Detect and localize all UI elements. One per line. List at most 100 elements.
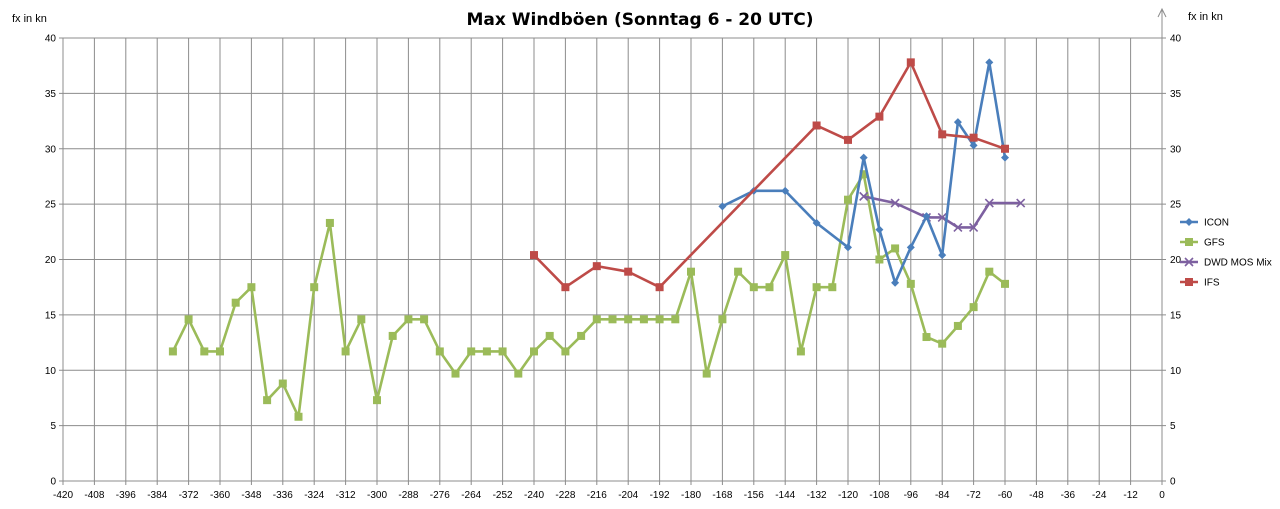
data-point-gfs	[592, 315, 601, 324]
x-tick-label: -204	[618, 490, 638, 501]
data-point-gfs	[561, 347, 570, 356]
data-point-ifs	[938, 130, 947, 139]
data-point-dwd-mos-mix	[890, 198, 900, 208]
x-tick-label: -336	[273, 490, 293, 501]
series-line-ifs	[533, 61, 1006, 289]
data-point-gfs	[451, 369, 460, 378]
x-tick-label: -96	[904, 490, 919, 501]
series-ifs	[530, 58, 1009, 292]
legend-marker-gfs	[1185, 238, 1193, 246]
x-tick-label: -84	[935, 490, 950, 501]
data-point-dwd-mos-mix	[937, 212, 947, 222]
y-tick-label-right: 20	[1170, 255, 1182, 266]
x-tick-label: -180	[681, 490, 701, 501]
data-point-gfs	[639, 315, 648, 324]
data-point-ifs	[592, 262, 601, 271]
x-tick-label: -144	[775, 490, 795, 501]
y-tick-label-left: 15	[45, 310, 57, 321]
data-point-gfs	[781, 251, 790, 260]
legend-marker-icon	[1185, 218, 1193, 226]
x-tick-label: -60	[998, 490, 1013, 501]
x-tick-label: -312	[336, 490, 356, 501]
data-point-gfs	[498, 347, 507, 356]
data-point-gfs	[373, 396, 381, 405]
x-tick-label: -408	[84, 490, 104, 501]
legend-label-gfs: GFS	[1204, 238, 1225, 249]
data-point-dwd-mos-mix	[859, 191, 869, 201]
x-tick-label: -264	[461, 490, 481, 501]
x-tick-label: -24	[1092, 490, 1107, 501]
legend-label-ifs: IFS	[1204, 278, 1220, 289]
data-point-ifs	[561, 283, 570, 292]
x-tick-label: -132	[807, 490, 827, 501]
data-point-gfs	[310, 283, 319, 292]
data-point-gfs	[294, 412, 303, 421]
y-tick-label-left: 20	[45, 255, 57, 266]
x-tick-label: -360	[210, 490, 230, 501]
y-tick-label-left: 40	[45, 34, 57, 45]
series-line-gfs	[171, 172, 1006, 419]
x-tick-label: -72	[966, 490, 981, 501]
data-point-gfs	[514, 369, 523, 378]
data-point-gfs	[545, 331, 554, 340]
y-axis-label-right: fx in kn	[1188, 11, 1223, 23]
data-point-gfs	[765, 283, 774, 292]
y-tick-label-right: 5	[1170, 421, 1176, 432]
data-point-gfs	[404, 315, 413, 324]
y-tick-label-right: 35	[1170, 89, 1182, 100]
data-point-gfs	[671, 315, 680, 324]
data-point-gfs	[624, 315, 633, 324]
data-point-gfs	[184, 315, 193, 324]
data-point-gfs	[875, 255, 884, 264]
data-point-gfs	[749, 283, 758, 292]
x-tick-label: -156	[744, 490, 764, 501]
series	[168, 58, 1026, 421]
data-point-gfs	[796, 347, 805, 356]
data-point-icon	[718, 202, 727, 211]
y-tick-label-right: 40	[1170, 34, 1182, 45]
data-point-gfs	[891, 244, 900, 253]
data-point-gfs	[985, 267, 994, 276]
y-tick-label-left: 25	[45, 200, 57, 211]
data-point-dwd-mos-mix	[1016, 198, 1026, 208]
data-point-icon	[969, 141, 978, 150]
data-point-ifs	[812, 121, 821, 130]
data-point-gfs	[922, 333, 931, 342]
x-tick-label: -228	[555, 490, 575, 501]
x-tick-label: -48	[1029, 490, 1044, 501]
data-point-gfs	[859, 170, 868, 179]
x-tick-label: -420	[53, 490, 73, 501]
y-tick-label-left: 0	[50, 477, 56, 488]
data-point-icon	[938, 251, 947, 260]
data-point-gfs	[467, 347, 476, 356]
x-tick-label: -12	[1123, 490, 1138, 501]
data-point-gfs	[168, 347, 177, 356]
x-tick-label: -120	[838, 490, 858, 501]
data-point-ifs	[969, 133, 978, 142]
data-point-gfs	[702, 369, 711, 378]
data-point-gfs	[263, 396, 272, 405]
data-point-gfs	[828, 283, 837, 292]
y-tick-label-right: 15	[1170, 310, 1182, 321]
x-tick-label: -300	[367, 490, 387, 501]
data-point-icon	[1001, 153, 1009, 162]
data-point-gfs	[388, 331, 397, 340]
data-point-gfs	[938, 339, 947, 348]
legend-item-dwd-mos-mix: DWD MOS Mix	[1180, 257, 1272, 269]
data-point-gfs	[906, 279, 915, 288]
data-point-gfs	[969, 303, 978, 312]
x-tick-label: -288	[398, 490, 418, 501]
x-tick-label: -108	[869, 490, 889, 501]
data-point-gfs	[435, 347, 444, 356]
data-point-gfs	[577, 331, 586, 340]
data-point-gfs	[608, 315, 617, 324]
data-point-gfs	[812, 283, 821, 292]
data-point-gfs	[482, 347, 491, 356]
data-point-gfs	[687, 267, 695, 276]
y-axis-arrow-icon	[1157, 7, 1167, 18]
y-tick-label-left: 30	[45, 144, 57, 155]
data-point-icon	[953, 118, 962, 127]
data-point-ifs	[530, 251, 538, 260]
x-tick-label: -36	[1061, 490, 1076, 501]
